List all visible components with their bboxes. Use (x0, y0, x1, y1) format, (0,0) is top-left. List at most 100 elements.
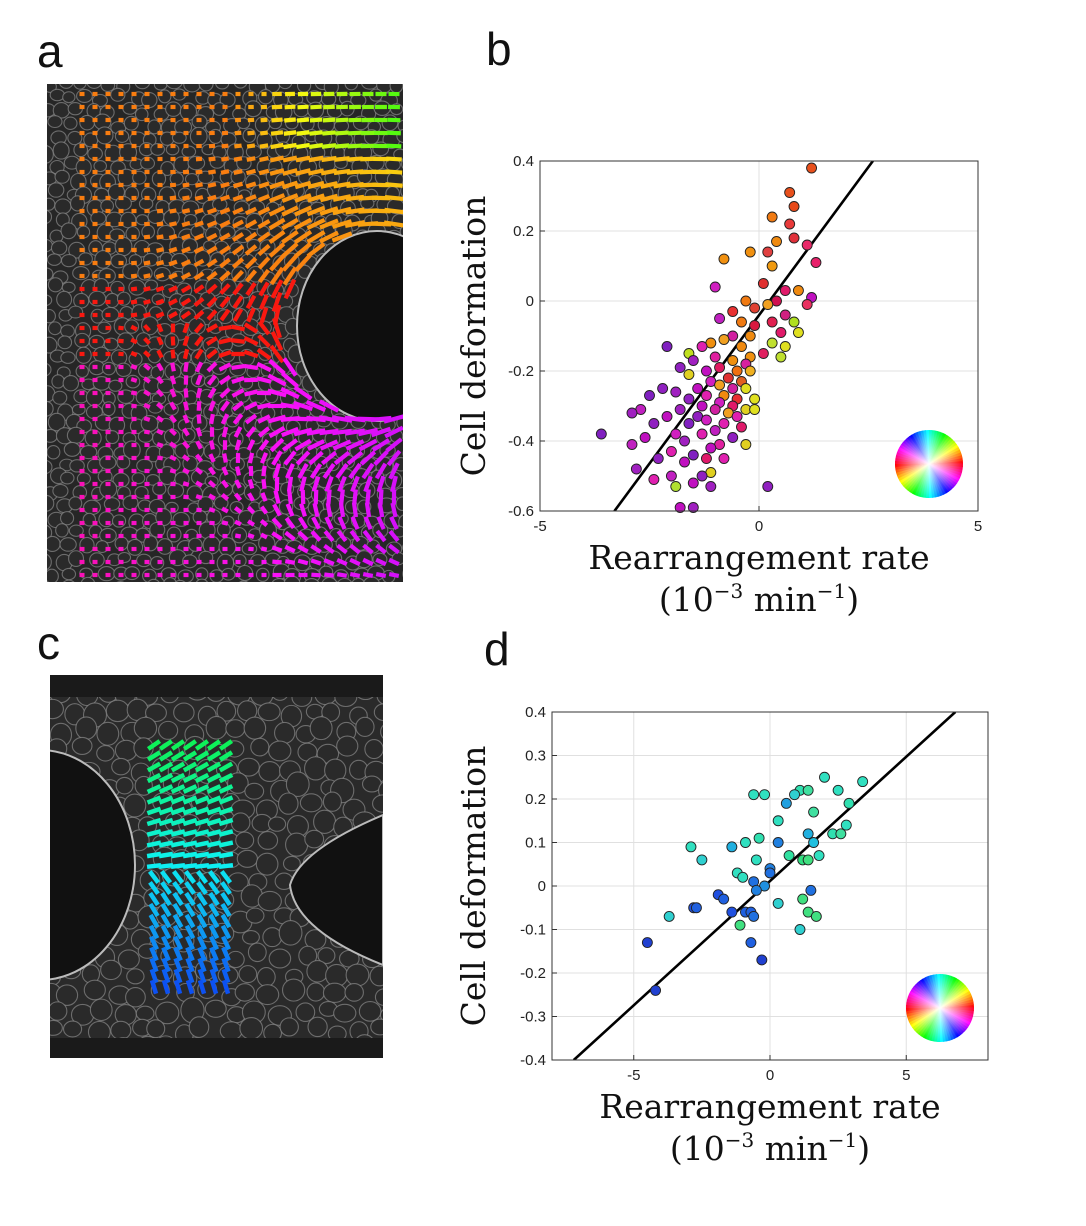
orientation-bar (245, 194, 257, 202)
orientation-bar (234, 143, 242, 149)
orientation-bar (194, 772, 210, 784)
orientation-bar (206, 750, 222, 762)
orientation-bar (232, 308, 244, 322)
cell-outline (273, 721, 296, 744)
orientation-bar (220, 493, 230, 501)
data-point (840, 819, 852, 831)
orientation-bar (169, 468, 177, 474)
cell-outline (50, 1019, 63, 1036)
orientation-bar (244, 269, 258, 283)
orientation-bar (194, 361, 204, 373)
orientation-bar (159, 870, 173, 884)
orientation-bar (194, 795, 210, 805)
orientation-bar (324, 516, 334, 530)
orientation-bar (149, 957, 159, 973)
orientation-bar (246, 143, 256, 149)
data-point (808, 806, 820, 818)
data-point (764, 867, 776, 879)
cell-outline (52, 390, 68, 405)
cell-outline (379, 1009, 383, 1022)
orientation-bar (220, 924, 232, 940)
orientation-bar (337, 516, 347, 530)
orientation-bar (307, 193, 325, 203)
cell-outline (181, 145, 197, 158)
x-axis-unit-label: (10−3 min−1) (659, 579, 859, 619)
orientation-bar (297, 558, 309, 566)
orientation-bar (196, 414, 202, 424)
data-point (759, 789, 770, 801)
orientation-bar (182, 817, 198, 827)
color-wheel-center (895, 430, 963, 498)
orientation-bar (209, 440, 215, 450)
orientation-bar (359, 450, 377, 466)
data-point (696, 470, 708, 482)
orientation-bar (269, 344, 285, 364)
orientation-bar (208, 924, 220, 940)
orientation-bar (197, 946, 207, 962)
orientation-bar (221, 506, 229, 514)
orientation-bar (268, 425, 286, 439)
orientation-bar (246, 439, 256, 451)
cell-outline (242, 929, 260, 945)
cell-outline (146, 1019, 166, 1039)
orientation-bar (243, 322, 259, 334)
cell-outline (235, 831, 255, 850)
orientation-bar (269, 180, 285, 190)
cell-outline (153, 84, 168, 91)
orientation-bar (219, 387, 231, 399)
data-point (801, 299, 813, 310)
orientation-bar (269, 254, 285, 272)
cell-outline (256, 967, 276, 988)
orientation-bar (257, 243, 271, 257)
data-point (626, 439, 638, 450)
orientation-bar (244, 244, 258, 256)
orientation-bar (365, 489, 371, 505)
data-point (762, 246, 774, 258)
orientation-bar (156, 336, 164, 346)
orientation-bar (378, 489, 384, 505)
cell-outline (381, 114, 399, 132)
orientation-bar (296, 130, 310, 136)
orientation-bar (323, 543, 335, 555)
orientation-bar (310, 544, 322, 554)
cell-outline (141, 316, 159, 336)
orientation-bar (326, 489, 332, 505)
data-point (683, 393, 695, 405)
orientation-bar (221, 426, 229, 438)
cell-outline (63, 441, 81, 457)
cell-outline (285, 832, 309, 857)
cell-outline (105, 699, 130, 723)
orientation-bar (306, 230, 326, 244)
orientation-bar (260, 546, 268, 552)
y-tick-label: 0 (538, 878, 546, 895)
cell-outline (313, 809, 337, 834)
orientation-bar (193, 284, 205, 294)
orientation-bar (258, 439, 270, 451)
orientation-bar (220, 479, 230, 489)
orientation-bar (362, 571, 374, 579)
cell-outline (307, 101, 325, 119)
orientation-bar (168, 298, 178, 306)
orientation-bar (218, 817, 234, 827)
orientation-bar (260, 492, 268, 502)
orientation-bar (388, 529, 400, 543)
orientation-bar (295, 168, 311, 176)
orientation-bar (207, 387, 217, 399)
orientation-bar (208, 891, 220, 907)
orientation-bar (183, 870, 197, 884)
orientation-bar (283, 278, 297, 300)
orientation-bar (209, 968, 219, 984)
data-point (726, 906, 738, 918)
orientation-bar (281, 371, 299, 389)
orientation-bar (182, 414, 190, 424)
cell-outline (117, 949, 140, 970)
data-point (806, 162, 818, 174)
cell-outline (47, 459, 53, 474)
data-point (595, 428, 607, 440)
orientation-bar (206, 772, 222, 784)
cell-outline (255, 984, 280, 1006)
panel-letter-c: c (37, 617, 60, 669)
cell-outline (268, 740, 292, 762)
orientation-bar (347, 156, 363, 162)
orientation-bar (271, 291, 283, 313)
